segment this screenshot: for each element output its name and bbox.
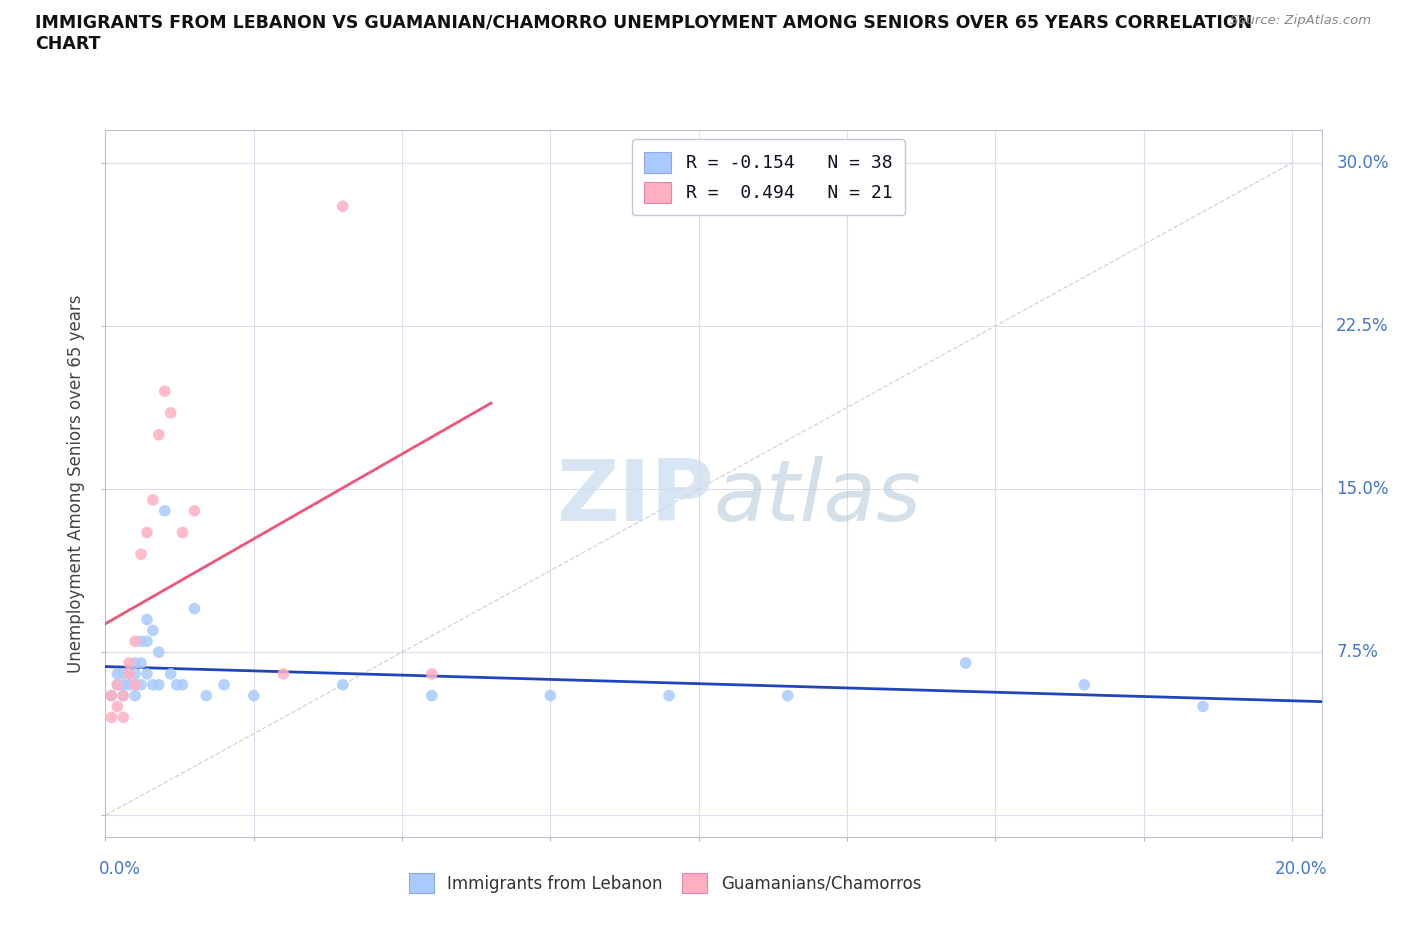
Point [105,677,128,692]
Point [100,688,122,703]
Point [124,634,146,649]
Point [172,525,194,540]
Point [142,677,165,692]
Text: 30.0%: 30.0% [1336,153,1389,172]
Point [1192,699,1215,714]
Text: atlas: atlas [713,457,921,539]
Point [172,677,194,692]
Y-axis label: Unemployment Among Seniors over 65 years: Unemployment Among Seniors over 65 years [67,295,86,672]
Legend: Immigrants from Lebanon, Guamanians/Chamorros: Immigrants from Lebanon, Guamanians/Cham… [402,867,928,899]
Point [212,677,235,692]
Point [242,688,264,703]
Point [776,688,799,703]
Point [153,503,176,518]
Point [118,677,141,692]
Point [112,677,135,692]
Text: IMMIGRANTS FROM LEBANON VS GUAMANIAN/CHAMORRO UNEMPLOYMENT AMONG SENIORS OVER 65: IMMIGRANTS FROM LEBANON VS GUAMANIAN/CHA… [35,14,1253,32]
Text: 0.0%: 0.0% [100,859,141,878]
Point [538,688,561,703]
Point [273,667,295,682]
Point [112,688,135,703]
Point [118,667,141,682]
Point [332,199,354,214]
Point [159,667,181,682]
Point [420,667,443,682]
Point [1073,677,1095,692]
Text: 22.5%: 22.5% [1336,317,1389,335]
Point [112,710,135,724]
Point [112,667,135,682]
Point [129,634,152,649]
Point [955,656,977,671]
Point [105,677,128,692]
Point [136,634,159,649]
Point [166,677,188,692]
Point [142,493,165,508]
Point [195,688,218,703]
Point [658,688,681,703]
Point [100,688,122,703]
Point [153,384,176,399]
Point [332,677,354,692]
Text: 20.0%: 20.0% [1275,859,1327,878]
Point [136,612,159,627]
Point [136,525,159,540]
Point [159,405,181,420]
Point [148,644,170,659]
Point [124,677,146,692]
Point [129,656,152,671]
Point [118,656,141,671]
Point [124,667,146,682]
Point [124,688,146,703]
Point [142,623,165,638]
Text: CHART: CHART [35,35,101,53]
Point [129,677,152,692]
Point [124,656,146,671]
Text: ZIP: ZIP [555,457,713,539]
Point [183,601,205,616]
Text: 7.5%: 7.5% [1336,644,1378,661]
Point [136,667,159,682]
Point [148,677,170,692]
Point [129,547,152,562]
Point [112,688,135,703]
Text: Source: ZipAtlas.com: Source: ZipAtlas.com [1230,14,1371,27]
Point [105,667,128,682]
Point [183,503,205,518]
Point [124,677,146,692]
Text: 15.0%: 15.0% [1336,480,1389,498]
Point [105,699,128,714]
Point [148,427,170,442]
Point [420,688,443,703]
Point [100,710,122,724]
Point [118,667,141,682]
